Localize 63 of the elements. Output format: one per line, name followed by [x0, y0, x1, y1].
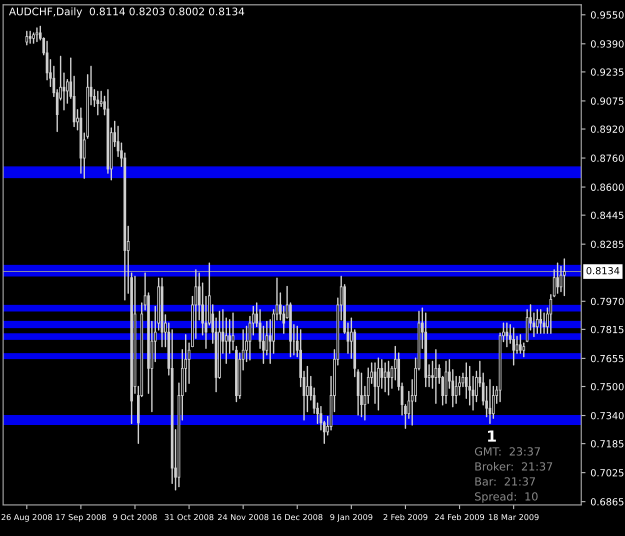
- candlestick: [522, 342, 526, 358]
- annotation: Broker: 21:37: [475, 462, 552, 471]
- candlestick: [25, 30, 28, 46]
- candlestick: [512, 327, 515, 366]
- candlestick: [539, 309, 542, 334]
- candlestick: [488, 379, 492, 424]
- y-tick-label: 0.7500: [590, 382, 624, 390]
- y-tick-label: 0.9235: [590, 68, 624, 76]
- x-tick-label: 18 Mar 2009: [488, 514, 539, 520]
- x-tick-label: 31 Oct 2008: [164, 514, 214, 520]
- y-tick-label: 0.8760: [590, 154, 624, 162]
- candlestick: [454, 376, 458, 404]
- ref-line-label: 0.8134: [586, 267, 620, 274]
- x-tick-label: 9 Jan 2009: [330, 514, 372, 522]
- candlestick: [556, 262, 559, 294]
- x-tick-label: 17 Sep 2008: [56, 514, 106, 522]
- x-tick-label: 24 Nov 2008: [218, 514, 268, 520]
- candlestick: [431, 360, 434, 389]
- y-tick-label: 0.6865: [590, 498, 624, 506]
- annotation: 1: [488, 430, 496, 442]
- annotation: GMT: 23:37: [474, 447, 540, 456]
- x-tick-label: 9 Oct 2008: [113, 514, 157, 520]
- annotation: Spread: 10: [475, 492, 538, 503]
- candlestick: [387, 360, 390, 396]
- x-tick-label: 26 Aug 2008: [2, 514, 52, 522]
- candlestick: [519, 334, 522, 354]
- candlestick: [380, 359, 384, 389]
- candlestick: [377, 358, 380, 411]
- y-tick-label: 0.8285: [590, 240, 624, 248]
- candlestick: [384, 362, 387, 392]
- annotation: Bar: 21:37: [475, 477, 535, 486]
- candlestick: [360, 372, 363, 418]
- y-tick-label: 0.8600: [590, 184, 624, 191]
- candlestick: [100, 90, 103, 108]
- y-tick-label: 0.7340: [590, 412, 624, 420]
- y-tick-label: 0.8445: [590, 212, 624, 219]
- y-tick-label: 0.7025: [590, 469, 624, 476]
- x-tick-label: 24 Feb 2009: [435, 514, 484, 520]
- candlestick: [562, 258, 566, 296]
- y-tick-label: 0.9390: [590, 40, 624, 48]
- y-tick-label: 0.7970: [590, 298, 624, 306]
- y-tick-label: 0.9550: [590, 11, 624, 19]
- candlestick: [374, 362, 376, 404]
- chart-title: AUDCHF,Daily 0.8114 0.8203 0.8002 0.8134: [8, 7, 244, 18]
- candlestick: [306, 366, 309, 412]
- candlestick: [434, 349, 438, 404]
- candlestick: [62, 72, 66, 111]
- candlestick: [516, 336, 518, 354]
- candlestick: [36, 27, 38, 42]
- x-tick-label: 2 Feb 2009: [384, 514, 428, 520]
- y-tick-label: 0.8920: [590, 126, 624, 133]
- candlestick: [224, 317, 228, 364]
- candlestick: [506, 322, 508, 348]
- candlestick: [228, 319, 231, 354]
- x-tick-label: 16 Dec 2008: [272, 514, 322, 520]
- candlestick: [444, 360, 448, 404]
- candlestick: [28, 30, 32, 44]
- y-tick-label: 0.7815: [590, 326, 624, 334]
- candlestick: [536, 309, 539, 334]
- y-tick-label: 0.7185: [590, 440, 624, 448]
- y-tick-label: 0.9075: [590, 97, 624, 105]
- candlestick: [96, 90, 100, 116]
- y-tick-label: 0.7655: [590, 354, 624, 362]
